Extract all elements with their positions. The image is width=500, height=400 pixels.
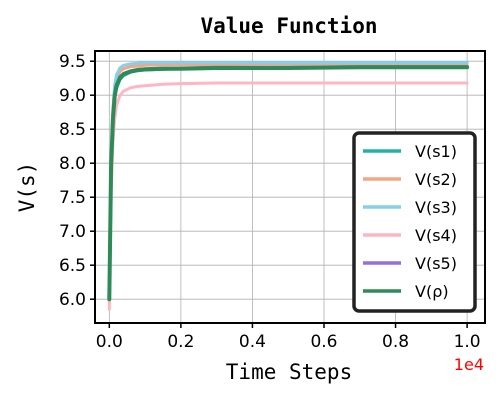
- legend-label: V(s1): [415, 142, 457, 161]
- x-tick-label: 0.0: [96, 332, 123, 352]
- y-tick-label: 8.0: [59, 154, 86, 174]
- y-tick-label: 8.5: [59, 120, 86, 140]
- x-tick-label: 0.4: [239, 332, 266, 352]
- x-axis-label: Time Steps: [226, 360, 352, 384]
- y-tick-label: 9.5: [59, 52, 86, 72]
- y-tick-label: 7.0: [59, 222, 86, 242]
- chart-title: Value Function: [200, 14, 377, 38]
- x-tick-label: 0.2: [167, 332, 194, 352]
- legend-label: V(s3): [415, 198, 457, 217]
- series-line: [107, 65, 470, 302]
- y-tick-label: 6.0: [59, 290, 86, 310]
- y-axis-label: V(s): [15, 162, 39, 213]
- legend-label: V(s5): [415, 254, 457, 273]
- legend-label: V(s2): [415, 170, 457, 189]
- x-axis-offset-label: 1e4: [454, 355, 484, 374]
- axis-ticks: 0.0 0.2 0.4 0.6 0.8 1.0 6.0 6.5 7.0 7.5 8.0 8.5 9.0 9…: [59, 52, 481, 352]
- plot-frame: [94, 50, 486, 324]
- legend-label: V(s4): [415, 226, 457, 245]
- y-tick-label: 9.0: [59, 86, 86, 106]
- series-lines: [107, 61, 470, 311]
- x-tick-label: 1.0: [454, 332, 481, 352]
- y-tick-label: 6.5: [59, 256, 86, 276]
- legend: V(s1) V(s2) V(s3) V(s4) V(s5) V(ρ): [352, 131, 477, 313]
- x-tick-label: 0.6: [310, 332, 337, 352]
- x-tick-label: 0.8: [382, 332, 409, 352]
- legend-label: V(ρ): [415, 282, 449, 301]
- y-tick-label: 7.5: [59, 188, 86, 208]
